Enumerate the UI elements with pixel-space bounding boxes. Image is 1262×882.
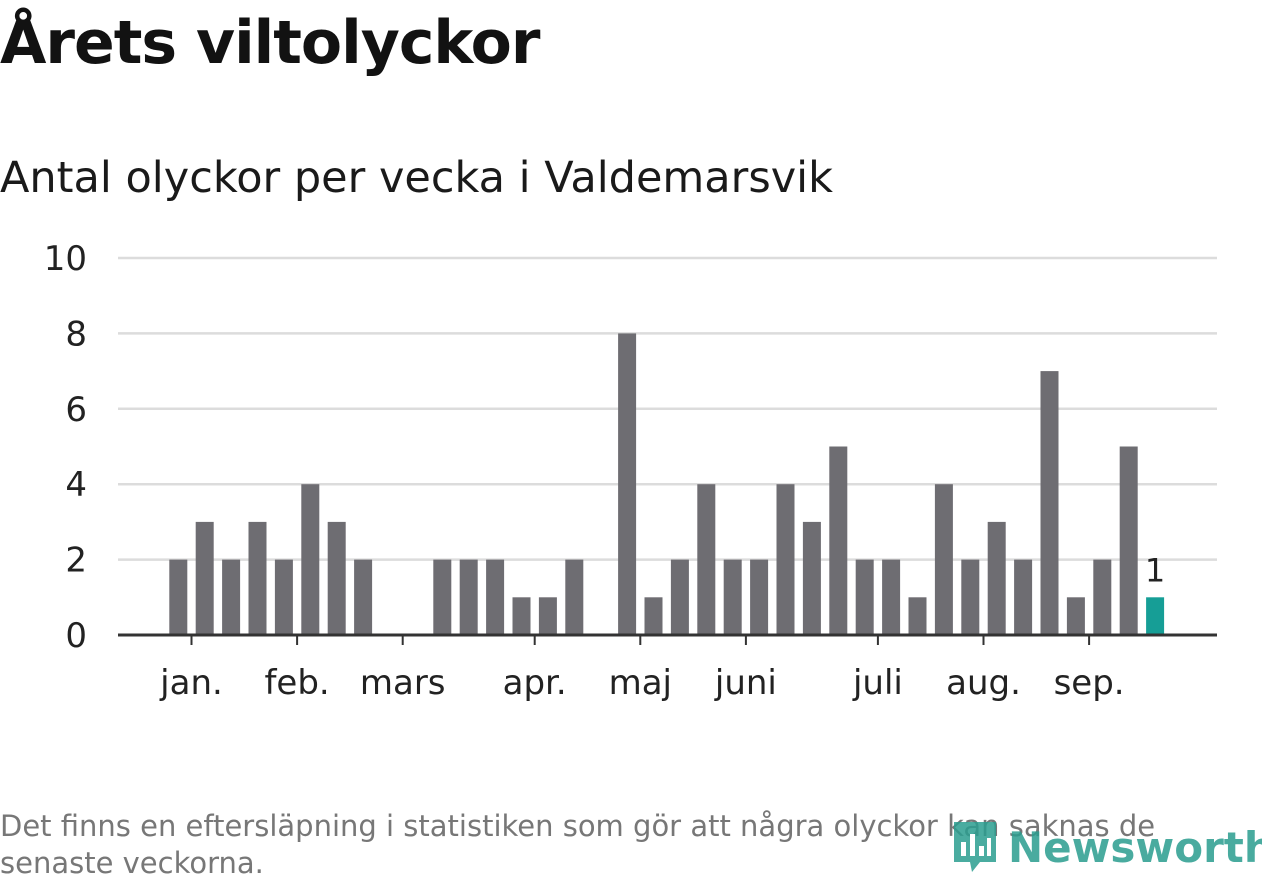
x-tick-label: jan. (159, 663, 223, 703)
y-tick-label: 10 (44, 239, 87, 279)
bar (195, 521, 214, 635)
bar (961, 559, 980, 635)
bar-latest-week (1146, 597, 1165, 635)
y-tick-label: 0 (65, 616, 87, 656)
bar (644, 597, 663, 635)
chart-title: Årets viltolyckor (0, 8, 540, 78)
y-tick-label: 2 (65, 541, 87, 581)
bar (1119, 446, 1138, 635)
bar (618, 333, 637, 635)
bar (301, 484, 320, 635)
x-tick-label: feb. (264, 663, 329, 703)
bar (908, 597, 927, 635)
bar (274, 559, 293, 635)
bar (565, 559, 584, 635)
x-tick-label: maj (609, 663, 672, 703)
bar (934, 484, 953, 635)
bar (776, 484, 795, 635)
newsworthy-logo[interactable]: Newsworthy (950, 817, 1262, 877)
y-tick-label: 4 (65, 465, 87, 505)
y-tick-label: 6 (65, 390, 87, 430)
bar (169, 559, 188, 635)
x-tick-label: aug. (946, 663, 1021, 703)
x-tick-label: sep. (1054, 663, 1125, 703)
bar (1014, 559, 1033, 635)
y-axis-ticks: 0 2 4 6 8 10 (44, 239, 87, 656)
last-value-label: 1 (1145, 551, 1165, 589)
bar (433, 559, 452, 635)
x-axis-ticks: jan. feb. mars apr. maj juni juli aug. sep. (159, 635, 1125, 703)
x-tick-label: mars (360, 663, 446, 703)
bar-chart: 0 2 4 6 8 10 jan. feb. mars apr. maj juni juli aug. s… (44, 239, 1217, 703)
bar (670, 559, 689, 635)
bar (354, 559, 373, 635)
bar-chart-icon (954, 822, 996, 872)
bar (723, 559, 742, 635)
x-tick-label: apr. (503, 663, 567, 703)
bar (222, 559, 241, 635)
bar (459, 559, 478, 635)
x-tick-label: juli (852, 663, 903, 703)
bar (248, 521, 267, 635)
bar (327, 521, 346, 635)
logo-text: Newsworthy (1008, 822, 1262, 872)
bar (1093, 559, 1112, 635)
data-labels: 1 (1145, 551, 1165, 589)
bar (512, 597, 531, 635)
bar (697, 484, 716, 635)
bar (802, 521, 821, 635)
bar (855, 559, 874, 635)
bar (486, 559, 505, 635)
bars (169, 333, 1165, 635)
y-tick-label: 8 (65, 314, 87, 354)
gridlines (118, 256, 1217, 561)
chart-subtitle: Antal olyckor per vecka i Valdemarsvik (0, 153, 834, 203)
bar (1066, 597, 1085, 635)
bar (750, 559, 769, 635)
bar (829, 446, 848, 635)
bar (538, 597, 557, 635)
x-tick-label: juni (714, 663, 777, 703)
bar (987, 521, 1006, 635)
bar (882, 559, 901, 635)
bar (1040, 371, 1059, 635)
